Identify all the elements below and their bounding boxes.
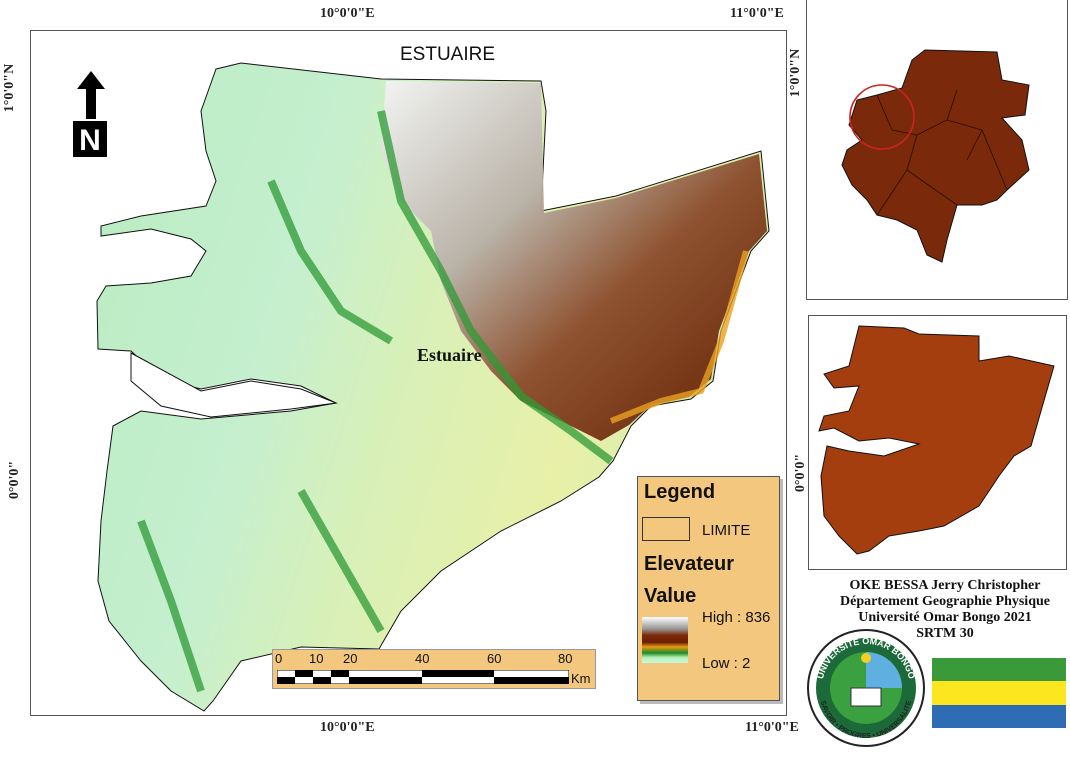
estuaire-shape — [818, 325, 1055, 555]
scale-tick-0: 0 — [275, 651, 283, 666]
flag-stripe-green — [932, 658, 1066, 682]
region-label: Estuaire — [417, 345, 482, 365]
gabon-flag — [932, 658, 1066, 728]
top-lon-label-1: 10°0'0"E — [320, 6, 375, 21]
elevation-color-ramp — [642, 617, 688, 663]
left-lat-label-1: 1°0'0"N — [2, 63, 18, 113]
layer-name: Elevateur — [644, 553, 735, 575]
legend: Legend LIMITE Elevateur Value High : 836… — [637, 476, 780, 701]
scale-tick-40: 40 — [415, 651, 430, 666]
green-foothills — [137, 110, 614, 693]
estuaire-inset-map — [808, 315, 1067, 570]
gabon-inset-map — [806, 0, 1068, 300]
inset-lat-label-1: 1°0'0"N — [788, 48, 804, 98]
limit-label: LIMITE — [702, 522, 751, 539]
gabon-outline — [841, 49, 1030, 263]
bottom-lon-label-1: 10°0'0"E — [320, 720, 375, 735]
scale-unit: Km — [571, 671, 591, 686]
credit-department: Département Geographie Physique — [840, 594, 1050, 609]
credit-university: Université Omar Bongo 2021 — [858, 610, 1032, 625]
flag-stripe-yellow — [932, 681, 1066, 705]
inset-lat-label-2: 0°0'0" — [793, 453, 809, 493]
north-arrow-icon: N — [73, 71, 107, 157]
estuary-water — [130, 352, 338, 418]
estuaire-highlight-circle — [849, 84, 915, 150]
scale-bar-segments — [277, 670, 569, 684]
scale-tick-60: 60 — [487, 651, 502, 666]
credits: OKE BESSA Jerry Christopher Département … — [820, 578, 1070, 642]
north-arrow-label: N — [79, 124, 101, 157]
bottom-lon-label-2: 11°0'0"E — [745, 720, 799, 735]
university-logo: UNIVERSITE OMAR BONGO SAVOIR • PROGRES •… — [807, 629, 925, 747]
orange-escarpment — [609, 250, 749, 424]
scale-tick-10: 10 — [309, 651, 324, 666]
credit-author: OKE BESSA Jerry Christopher — [849, 578, 1041, 593]
low-value-label: Low : 2 — [702, 655, 751, 672]
scale-tick-20: 20 — [343, 651, 358, 666]
flag-stripe-blue — [932, 704, 1066, 728]
estuaire-elevation-map — [96, 62, 770, 712]
value-label: Value — [644, 585, 697, 607]
legend-title: Legend — [644, 481, 716, 503]
limit-swatch — [642, 517, 690, 541]
credit-data-source: SRTM 30 — [916, 626, 974, 641]
high-value-label: High : 836 — [702, 609, 771, 626]
scale-bar: 0 10 20 40 60 80 Km — [272, 649, 596, 689]
highland-relief — [381, 81, 767, 441]
left-lat-label-2: 0°0'0" — [7, 460, 23, 500]
gabon-shape — [841, 49, 1030, 263]
top-lon-label-2: 11°0'0"E — [730, 6, 784, 21]
map-title: ESTUAIRE — [400, 44, 496, 65]
main-map-frame: N — [30, 30, 787, 716]
scale-tick-80: 80 — [558, 651, 573, 666]
estuaire-outline — [818, 325, 1055, 555]
